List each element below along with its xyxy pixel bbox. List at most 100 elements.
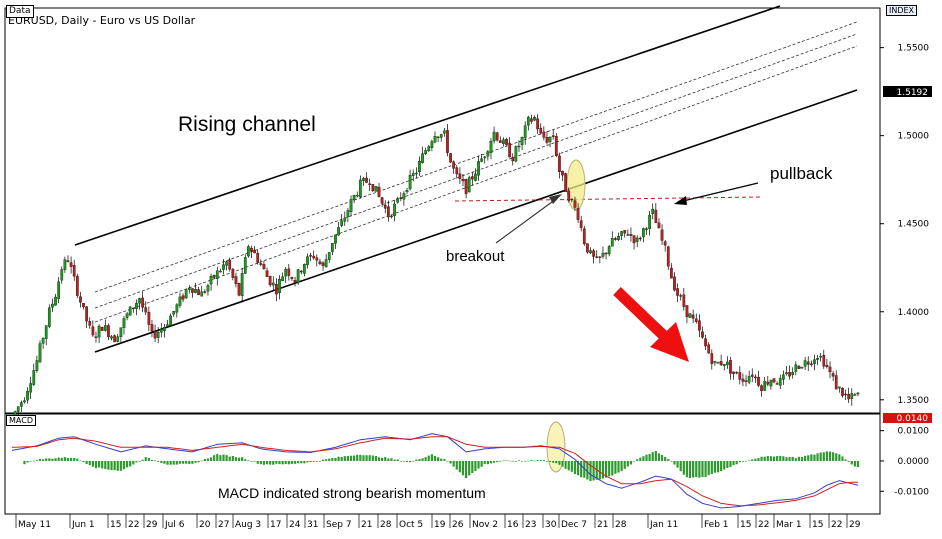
current-macd-label: 0.0140	[897, 414, 929, 424]
candle	[60, 266, 64, 284]
histogram-bar	[698, 460, 701, 478]
histogram-bar	[132, 460, 135, 465]
histogram-bar	[527, 460, 530, 462]
candle	[632, 235, 636, 250]
histogram-bar	[259, 460, 262, 465]
candle	[349, 195, 353, 216]
candle	[610, 231, 614, 247]
candle	[75, 273, 79, 299]
candle	[32, 363, 36, 387]
candle	[648, 211, 651, 236]
candle	[520, 136, 524, 151]
candle	[638, 236, 642, 242]
histogram-bar	[791, 456, 794, 461]
histogram-bar	[405, 460, 409, 462]
candle	[822, 349, 826, 370]
histogram-bar	[598, 460, 601, 480]
histogram-bar	[763, 456, 766, 461]
histogram-bar	[754, 458, 757, 461]
histogram-bar	[760, 456, 763, 461]
candle	[782, 370, 785, 385]
histogram-bar	[548, 460, 552, 462]
candle	[813, 354, 816, 371]
histogram-bar	[415, 459, 418, 461]
histogram-bar	[639, 457, 642, 461]
candle	[607, 245, 611, 257]
histogram-bar	[642, 456, 645, 461]
histogram-bar	[508, 460, 511, 462]
channel-lines	[74, 5, 858, 353]
histogram-bar	[832, 452, 835, 461]
histogram-bar	[520, 460, 524, 462]
histogram-bar	[381, 457, 384, 461]
histogram-bar	[337, 456, 340, 461]
histogram-bar	[387, 458, 390, 461]
candle	[38, 340, 42, 364]
candle	[172, 310, 176, 317]
histogram-bar	[197, 460, 200, 463]
candle	[651, 203, 655, 220]
candle	[418, 156, 421, 177]
candle	[579, 215, 583, 232]
histogram-bar	[564, 460, 567, 469]
candle	[623, 230, 627, 238]
histogram-bar	[365, 455, 368, 461]
channel-upper-line	[74, 5, 781, 246]
candle	[377, 182, 381, 198]
candle	[837, 386, 841, 393]
histogram-bar	[794, 458, 797, 461]
pullback-arrow	[674, 182, 759, 205]
histogram-bar	[819, 452, 822, 461]
candle	[215, 266, 219, 286]
histogram-bar	[79, 460, 82, 462]
histogram-bar	[188, 460, 191, 465]
current-macd-box	[883, 413, 932, 423]
chart-subtitle: EURUSD, Daily - Euro vs US Dollar	[8, 14, 196, 27]
histogram-bar	[455, 460, 458, 470]
date-tick-label: 27	[218, 520, 229, 530]
candle	[275, 278, 278, 302]
price-tick-label: 1.3500	[898, 396, 930, 406]
histogram-bar	[844, 459, 847, 461]
candle	[480, 153, 484, 163]
candle	[209, 273, 213, 291]
histogram-bar	[583, 460, 586, 478]
candle	[156, 326, 160, 344]
price-panel-border	[4, 7, 881, 414]
candle	[533, 115, 536, 122]
candle	[716, 361, 720, 364]
candle	[670, 263, 673, 279]
histogram-bar	[157, 460, 160, 462]
histogram-bar	[51, 458, 54, 461]
candle	[694, 313, 698, 324]
histogram-bar	[181, 460, 185, 464]
histogram-bar	[69, 457, 73, 461]
candle	[19, 400, 23, 412]
histogram-bar	[122, 460, 126, 470]
histogram-bar	[530, 460, 533, 461]
annotation-rising-channel: Rising channel	[178, 113, 316, 136]
histogram-bar	[738, 460, 741, 463]
histogram-bar	[626, 460, 629, 467]
candle	[250, 245, 253, 258]
candle	[178, 292, 182, 309]
candle	[47, 304, 51, 329]
date-tick-label: 26	[452, 520, 464, 530]
histogram-bar	[359, 454, 362, 461]
candle	[380, 196, 384, 207]
candle	[657, 218, 661, 229]
histogram-bar	[474, 460, 477, 471]
candle	[206, 283, 210, 296]
breakout-arrow	[495, 194, 562, 244]
candle	[489, 138, 493, 160]
histogram-bar	[371, 455, 374, 461]
candle	[365, 172, 368, 184]
histogram-bar	[76, 458, 79, 461]
histogram-bar	[670, 460, 673, 462]
macd-histogram	[23, 450, 860, 482]
candle	[853, 392, 857, 396]
histogram-bar	[318, 460, 322, 462]
candle	[446, 123, 449, 157]
histogram-bar	[290, 460, 294, 464]
candle	[617, 232, 620, 242]
